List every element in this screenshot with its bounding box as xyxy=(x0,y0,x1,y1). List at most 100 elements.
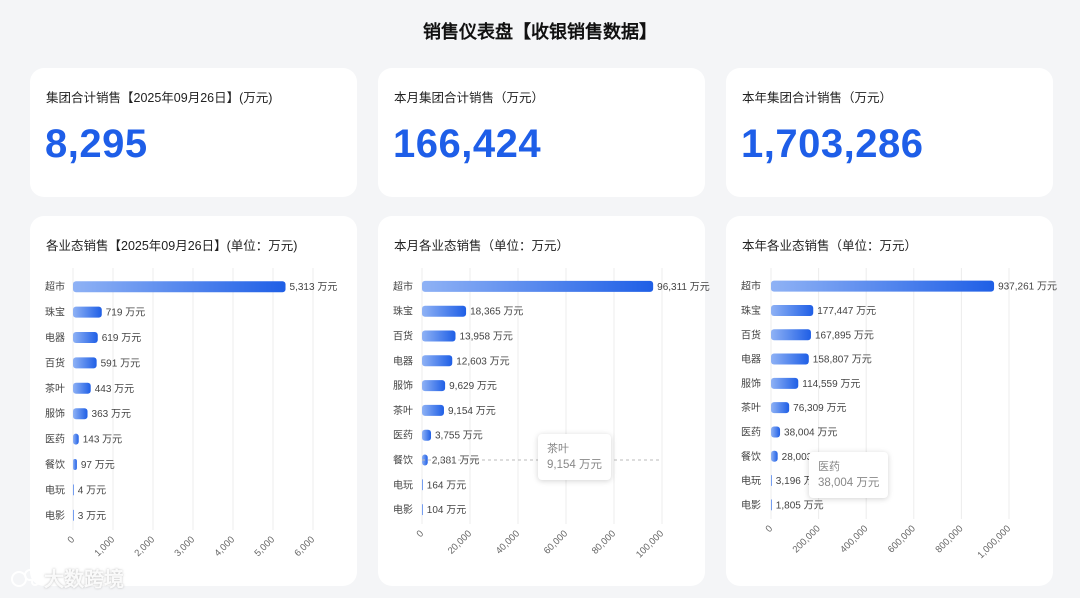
kpi-card-month: 本月集团合计销售（万元） 166,424 xyxy=(378,68,705,197)
bar xyxy=(422,429,432,441)
category-label: 珠宝 xyxy=(45,306,65,319)
category-label: 医药 xyxy=(393,430,413,442)
tooltip-value: 9,154 万元 xyxy=(547,459,602,471)
kpi-value: 8,295 xyxy=(45,122,148,166)
category-label: 餐饮 xyxy=(393,454,413,467)
tooltip-category: 茶叶 xyxy=(547,443,569,455)
kpi-label: 集团合计销售【2025年09月26日】(万元) xyxy=(46,91,273,105)
category-label: 电器 xyxy=(741,353,761,366)
category-label: 电器 xyxy=(45,331,65,344)
category-label: 餐饮 xyxy=(741,450,761,463)
bar-value-label: 5,313 万元 xyxy=(290,282,338,293)
bar-value-label: 96,311 万元 xyxy=(657,282,710,293)
bar-value-label: 167,895 万元 xyxy=(815,330,874,341)
bar-value-label: 3,755 万元 xyxy=(435,431,483,442)
chart-card-year: 本年各业态销售（单位：万元） 0 200,000 400,000 600,000 800… xyxy=(726,216,1057,586)
bar-value-label: 591 万元 xyxy=(101,358,140,369)
category-label: 电影 xyxy=(741,498,761,511)
bar-value-label: 937,261 万元 xyxy=(998,282,1057,293)
bar-value-label: 97 万元 xyxy=(81,460,115,471)
bar xyxy=(771,426,781,438)
bar xyxy=(771,280,995,292)
bar xyxy=(771,450,778,462)
chart-title: 本年各业态销售（单位：万元） xyxy=(742,239,918,253)
bar-value-label: 13,958 万元 xyxy=(459,332,512,343)
category-label: 百货 xyxy=(741,328,761,341)
brand-logo-icon xyxy=(11,568,39,587)
category-label: 珠宝 xyxy=(741,304,761,317)
bar-value-label: 104 万元 xyxy=(427,505,466,516)
bar-value-label: 3,196 万元 xyxy=(776,476,824,487)
bar xyxy=(771,353,809,365)
category-label: 百货 xyxy=(393,330,413,343)
bar xyxy=(771,475,772,487)
chart-tooltip: 茶叶 9,154 万元 xyxy=(538,434,611,480)
bar-value-label: 3 万元 xyxy=(78,511,106,522)
bar-value-label: 619 万元 xyxy=(102,333,141,344)
x-tick-label: 6,000 xyxy=(293,534,318,559)
x-tick-label: 400,000 xyxy=(838,523,870,555)
x-tick-label: 1,000 xyxy=(93,534,118,559)
tooltip-category: 医药 xyxy=(818,461,840,473)
x-tick-label: 1,000,000 xyxy=(975,523,1013,561)
bar xyxy=(771,402,790,414)
bar-value-label: 9,154 万元 xyxy=(448,406,496,417)
x-tick-label: 0 xyxy=(415,528,427,540)
bar xyxy=(73,433,79,445)
x-tick-label: 600,000 xyxy=(886,523,918,555)
bar-value-label: 443 万元 xyxy=(95,384,134,395)
category-label: 电玩 xyxy=(741,474,761,487)
category-label: 餐饮 xyxy=(45,458,65,471)
bar-value-label: 76,309 万元 xyxy=(793,403,846,414)
kpi-label: 本月集团合计销售（万元） xyxy=(394,91,545,105)
x-tick-label: 200,000 xyxy=(791,523,823,555)
category-label: 电玩 xyxy=(45,483,65,496)
x-tick-label: 800,000 xyxy=(933,523,965,555)
bar xyxy=(73,509,74,521)
bar xyxy=(73,281,286,293)
bar xyxy=(771,329,811,341)
bar-value-label: 363 万元 xyxy=(92,409,131,420)
category-label: 超市 xyxy=(393,280,413,293)
bar xyxy=(422,380,446,392)
bar xyxy=(73,306,102,318)
bar xyxy=(73,484,74,496)
bar-value-label: 9,629 万元 xyxy=(449,381,497,392)
chart-title: 各业态销售【2025年09月26日】(单位：万元) xyxy=(46,239,298,253)
x-tick-label: 100,000 xyxy=(634,528,666,560)
bar xyxy=(771,304,814,316)
bar-value-label: 114,559 万元 xyxy=(802,379,860,390)
bar xyxy=(73,332,98,343)
bar-value-label: 143 万元 xyxy=(83,435,122,446)
bar xyxy=(771,499,772,511)
kpi-label: 本年集团合计销售（万元） xyxy=(742,91,893,105)
x-tick-label: 5,000 xyxy=(253,534,278,559)
category-label: 珠宝 xyxy=(393,305,413,318)
category-label: 服饰 xyxy=(741,377,761,390)
bar-value-label: 158,807 万元 xyxy=(813,355,872,366)
x-tick-label: 0 xyxy=(66,534,78,546)
bar-value-label: 2,381 万元 xyxy=(432,456,480,467)
bar-chart-month: 0 20,000 40,000 60,000 80,000 100,000 超市 96,311… xyxy=(393,268,710,560)
bar-value-label: 4 万元 xyxy=(78,485,106,496)
bar-value-label: 28,003 万元 xyxy=(782,452,835,463)
x-tick-label: 20,000 xyxy=(446,528,474,556)
category-label: 百货 xyxy=(45,356,65,369)
category-label: 医药 xyxy=(741,426,761,438)
x-tick-label: 0 xyxy=(764,523,776,535)
watermark-text: 大数跨境 xyxy=(44,569,124,591)
x-tick-label: 40,000 xyxy=(494,528,522,556)
watermark: 大数跨境 xyxy=(10,563,124,592)
bar xyxy=(73,408,88,420)
bar xyxy=(422,280,654,292)
bar-value-label: 177,447 万元 xyxy=(817,306,876,317)
kpi-value: 1,703,286 xyxy=(741,122,924,166)
category-label: 茶叶 xyxy=(45,382,65,395)
x-tick-label: 60,000 xyxy=(542,528,570,556)
bar-value-label: 18,365 万元 xyxy=(470,307,523,318)
page-title: 销售仪表盘【收银销售数据】 xyxy=(423,22,657,42)
bar-chart-year: 0 200,000 400,000 600,000 800,000 1,000,000 超市… xyxy=(741,268,1057,561)
category-label: 电器 xyxy=(393,354,413,367)
category-label: 服饰 xyxy=(393,379,413,392)
x-tick-label: 80,000 xyxy=(590,528,618,556)
